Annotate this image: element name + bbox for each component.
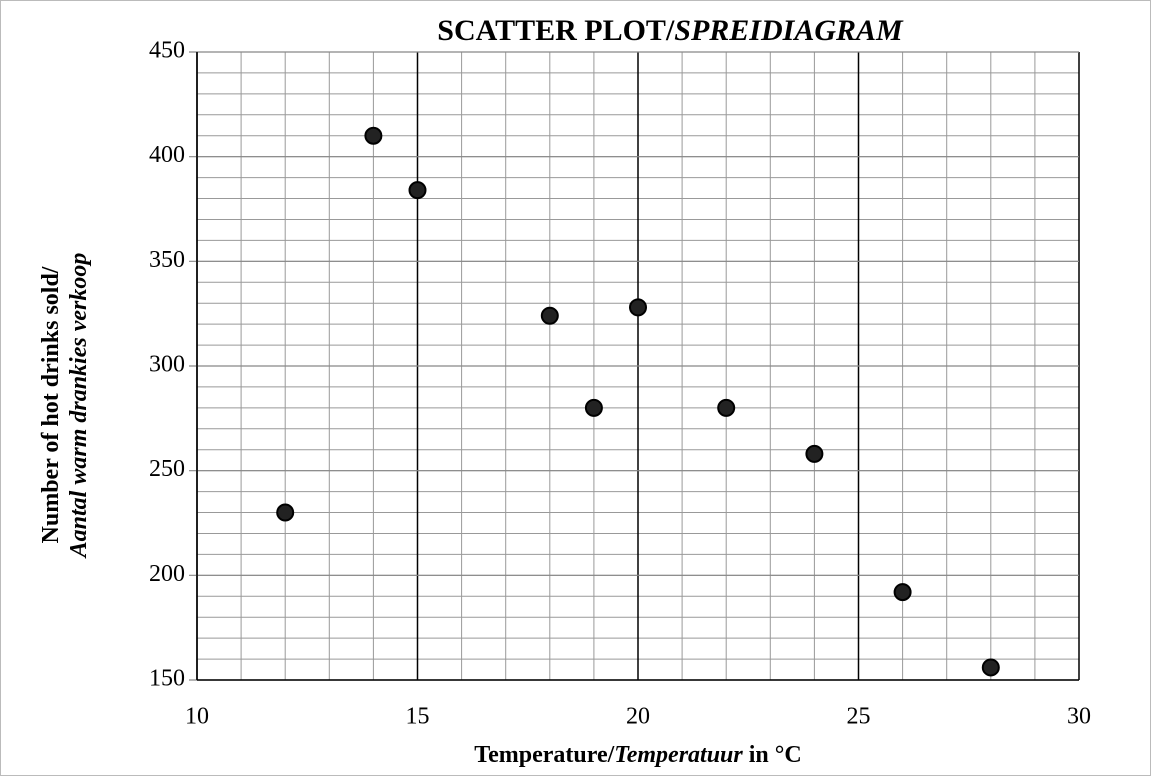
point (717, 398, 736, 417)
point (276, 503, 295, 522)
x-axis-label: Temperature/Temperatuur in °C (474, 742, 801, 768)
y-tick-label: 300 (149, 352, 185, 378)
point (629, 298, 647, 317)
y-tick-label: 450 (149, 38, 185, 64)
label-line: Aantal warm drankies verkoop (66, 253, 92, 560)
marks (276, 126, 1000, 677)
text-run: Temperature/ (474, 742, 614, 768)
point (408, 181, 427, 200)
chart-title: SCATTER PLOT/SPREIDIAGRAM (437, 14, 904, 47)
y-tick-label: 200 (149, 561, 185, 587)
y-tick-label: 150 (149, 666, 185, 692)
x-tick-label: 30 (1067, 704, 1091, 730)
y-tick-label: 400 (149, 142, 185, 168)
x-tick-label: 10 (185, 704, 209, 730)
point (981, 658, 1000, 677)
y-tick-label: 350 (149, 247, 185, 273)
label-line: Number of hot drinks sold/ (38, 266, 64, 543)
point (364, 126, 383, 145)
text-run: Number of hot drinks sold/ (38, 266, 64, 543)
point (893, 583, 912, 602)
text-run: in °C (743, 742, 802, 768)
y-tick-label: 250 (149, 456, 185, 482)
point (584, 398, 603, 417)
grid (189, 51, 1080, 681)
x-tick-label: 20 (626, 704, 650, 730)
text-run: SCATTER PLOT/ (437, 14, 675, 47)
text-run: SPREIDIAGRAM (674, 14, 904, 47)
point (540, 306, 559, 325)
text-run: Temperatuur (614, 742, 743, 768)
y-axis-label: Number of hot drinks sold/Aantal warm dr… (38, 253, 92, 560)
x-tick-label: 25 (847, 704, 871, 730)
x-tick-label: 15 (406, 704, 430, 730)
point (805, 444, 824, 463)
text-run: Aantal warm drankies verkoop (66, 253, 92, 560)
